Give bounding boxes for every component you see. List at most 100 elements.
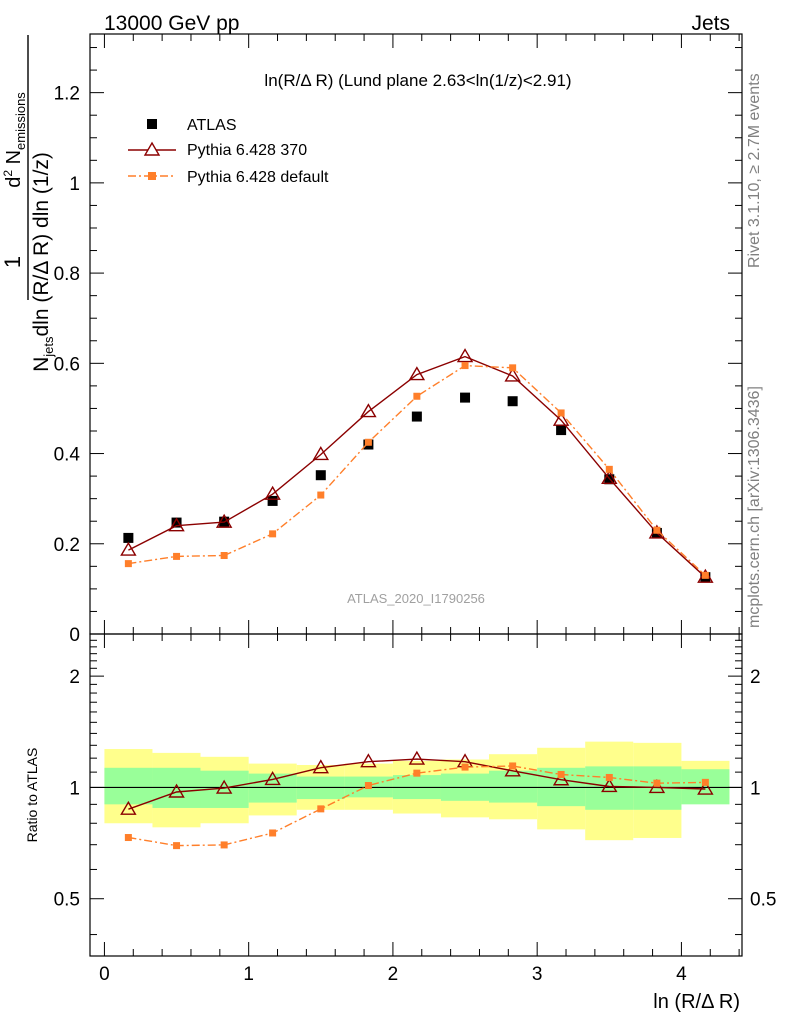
data-point-pythia-6-428-370 [312, 759, 330, 774]
legend-item-atlas: ATLAS [147, 117, 237, 134]
ratio-y-tick-label: 2 [69, 667, 80, 688]
data-point-pythia-6-428-default [701, 571, 709, 579]
legend-marker-atlas [147, 119, 157, 129]
header-right: Jets [691, 12, 730, 35]
data-point-atlas [171, 517, 182, 528]
data-point-pythia-6-428-370 [552, 771, 570, 786]
legend-label-atlas: ATLAS [187, 117, 237, 134]
data-point-pythia-6-428-default [317, 805, 325, 813]
legend-label-pythia-370: Pythia 6.428 370 [187, 142, 307, 159]
mcplots-reference-label: mcplots.cern.ch [arXiv:1306.3436] [746, 386, 763, 628]
plot-title: ln(R/Δ R) (Lund plane 2.63<ln(1/z)<2.91) [264, 71, 571, 90]
data-point-pythia-6-428-370 [552, 411, 570, 426]
data-point-pythia-6-428-370 [168, 783, 185, 798]
y-tick-label: 0.8 [54, 264, 80, 285]
legend-item-pythia-370: Pythia 6.428 370 [128, 141, 307, 159]
data-point-pythia-6-428-default [413, 392, 421, 400]
ratio-y-axis-label: Ratio to ATLAS [24, 748, 40, 843]
data-point-pythia-6-428-default [701, 778, 709, 786]
data-point-pythia-6-428-default [413, 769, 421, 777]
uncertainty-band-stat [585, 766, 634, 810]
data-point-pythia-6-428-370 [504, 367, 521, 382]
data-point-pythia-6-428-default [173, 842, 181, 850]
main-panel: 0 0.2 0.4 0.6 0.8 1 1.2 ln(R/Δ R) (Lund plane … [0, 33, 743, 646]
data-point-pythia-6-428-370 [456, 348, 474, 363]
data-point-pythia-6-428-370 [215, 779, 233, 794]
data-point-atlas [411, 411, 422, 422]
data-point-pythia-6-428-default [124, 560, 132, 568]
rivet-version-label: Rivet 3.1.10, ≥ 2.7M events [746, 73, 763, 268]
data-point-pythia-6-428-default [461, 763, 469, 771]
legend-item-pythia-default: Pythia 6.428 default [128, 169, 329, 186]
y-tick-label: 0.4 [54, 445, 81, 466]
data-point-pythia-6-428-370 [264, 485, 281, 500]
data-point-atlas [556, 425, 567, 436]
x-tick-label: 3 [532, 964, 543, 985]
data-point-pythia-6-428-370 [168, 517, 185, 532]
ratio-frame [89, 633, 743, 957]
data-point-pythia-6-428-370 [408, 366, 426, 381]
data-point-pythia-6-428-default [124, 834, 132, 842]
data-point-pythia-6-428-default [269, 530, 277, 538]
main-y-axis-label: 1 Njetsdln (R/Δ R) dln (1/z) d2 Nemissio… [0, 35, 56, 372]
data-point-pythia-6-428-370 [264, 771, 281, 786]
legend: ATLAS Pythia 6.428 370 Pythia 6.428 defa… [128, 117, 329, 186]
ratio-y-tick-label-right: 1 [750, 778, 761, 799]
y-label-numerator: 1 [0, 256, 25, 268]
y-tick-label: 0.6 [54, 354, 80, 375]
data-point-pythia-6-428-default [509, 762, 517, 770]
uncertainty-band-stat [104, 767, 153, 805]
y-tick-label: 1.2 [54, 84, 80, 105]
data-point-pythia-6-428-370 [215, 513, 233, 528]
data-point-atlas [507, 396, 518, 407]
data-point-pythia-6-428-370 [312, 446, 330, 461]
data-point-pythia-6-428-default [557, 409, 565, 417]
uncertainty-band-stat [248, 773, 297, 803]
data-point-pythia-6-428-default [269, 829, 277, 837]
ratio-y-tick-label-right: 2 [750, 667, 761, 688]
data-point-pythia-6-428-370 [504, 762, 521, 777]
y-tick-label: 1 [69, 174, 80, 195]
ratio-plot-area [90, 741, 742, 850]
x-tick-label: 4 [676, 964, 687, 985]
data-point-pythia-6-428-370 [120, 541, 137, 556]
data-point-pythia-6-428-370 [408, 750, 426, 765]
x-tick-label: 0 [99, 964, 110, 985]
analysis-watermark: ATLAS_2020_I1790256 [347, 591, 485, 606]
uncertainty-band-stat [681, 769, 730, 805]
ratio-y-tick-label: 0.5 [54, 890, 80, 911]
data-point-pythia-6-428-370 [601, 469, 618, 485]
y-label-top-numerator: d2 Nemissions [1, 92, 28, 188]
data-point-pythia-6-428-default [220, 552, 228, 560]
y-tick-label: 0 [69, 625, 80, 646]
data-point-pythia-6-428-370 [360, 753, 377, 768]
legend-marker-pythia-370 [143, 141, 161, 156]
legend-label-pythia-default: Pythia 6.428 default [187, 169, 329, 186]
main-plot-area [120, 348, 714, 583]
data-point-pythia-6-428-default [605, 465, 613, 473]
data-point-atlas [267, 495, 278, 506]
data-point-pythia-6-428-370 [697, 780, 714, 795]
legend-marker-pythia-default [148, 172, 156, 180]
header-left: 13000 GeV pp [104, 12, 239, 35]
data-point-atlas [460, 392, 471, 403]
data-point-pythia-6-428-default [605, 773, 613, 781]
data-point-pythia-6-428-370 [601, 778, 618, 793]
ratio-axis-ticks: 0.5 0.5 1 1 2 2 0 1 2 3 4 [54, 634, 776, 985]
data-point-pythia-6-428-370 [360, 403, 377, 418]
data-point-pythia-6-428-default [317, 491, 325, 499]
ratio-y-tick-label-right: 0.5 [750, 890, 776, 911]
series-line-pythia-6-428-370 [128, 355, 706, 578]
ratio-y-tick-label: 1 [69, 778, 80, 799]
data-point-pythia-6-428-default [220, 841, 228, 849]
x-tick-label: 2 [388, 964, 399, 985]
data-point-pythia-6-428-default [364, 782, 372, 790]
x-axis-label: ln (R/Δ R) [653, 991, 740, 1013]
data-point-atlas [315, 470, 326, 481]
data-point-pythia-6-428-default [364, 438, 372, 446]
data-point-pythia-6-428-default [557, 770, 565, 778]
y-tick-label: 0.2 [54, 535, 80, 556]
ratio-panel: 0.5 0.5 1 1 2 2 0 1 2 3 4 Ratio to ATLAS ln (R/Δ R… [24, 633, 776, 1013]
data-point-atlas [123, 532, 134, 543]
